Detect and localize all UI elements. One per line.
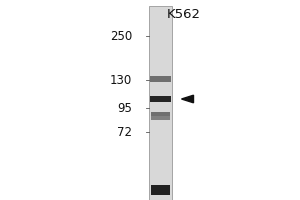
Bar — [149, 6, 172, 200]
Text: K562: K562 — [167, 8, 200, 21]
Text: 72: 72 — [117, 126, 132, 138]
Bar — [151, 116, 170, 120]
Bar — [151, 185, 170, 195]
Bar — [150, 96, 171, 102]
Bar — [150, 76, 171, 82]
Text: 95: 95 — [117, 102, 132, 114]
Text: 130: 130 — [110, 73, 132, 86]
Text: 250: 250 — [110, 29, 132, 43]
Bar — [151, 112, 170, 116]
Polygon shape — [182, 95, 194, 103]
